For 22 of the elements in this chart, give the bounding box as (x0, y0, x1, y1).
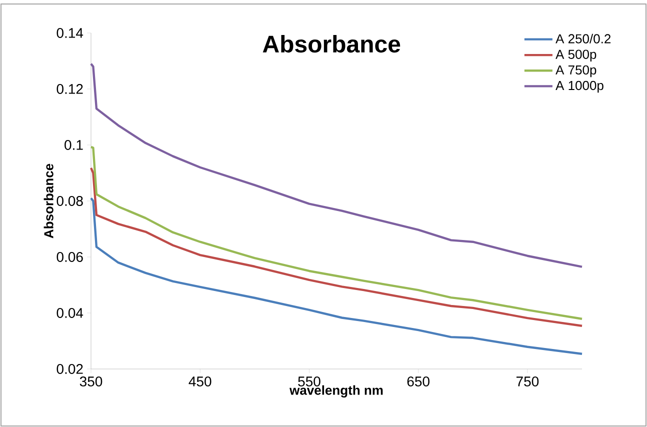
y-tick-label: 0.1 (64, 140, 83, 150)
y-tick-label: 0.12 (56, 84, 83, 94)
y-tick-label: 0.14 (56, 28, 84, 38)
y-tick-label: 0.06 (56, 252, 83, 262)
x-tick-label: 750 (516, 376, 539, 386)
line-series (90, 197, 584, 355)
y-tick-label: 0.08 (56, 196, 83, 206)
x-tick-label: 350 (80, 376, 102, 386)
line-series (90, 146, 584, 320)
x-tick-label: 450 (188, 376, 212, 386)
y-tick-label: 0.04 (56, 308, 84, 318)
x-tick-label: 550 (298, 376, 320, 386)
legend-label: A 250/0.2 (556, 34, 611, 44)
x-axis-title: wavelength nm (290, 385, 383, 398)
legend-label: A 500p (556, 50, 596, 62)
line-series (90, 166, 584, 327)
legend-label: A 1000p (556, 80, 604, 93)
y-axis-title: Absorbance (44, 164, 54, 238)
chart-title: Absorbance (262, 34, 400, 53)
y-tick-label: 0.02 (56, 364, 83, 374)
x-tick-label: 650 (407, 376, 430, 386)
legend-label: A 750p (556, 65, 596, 78)
